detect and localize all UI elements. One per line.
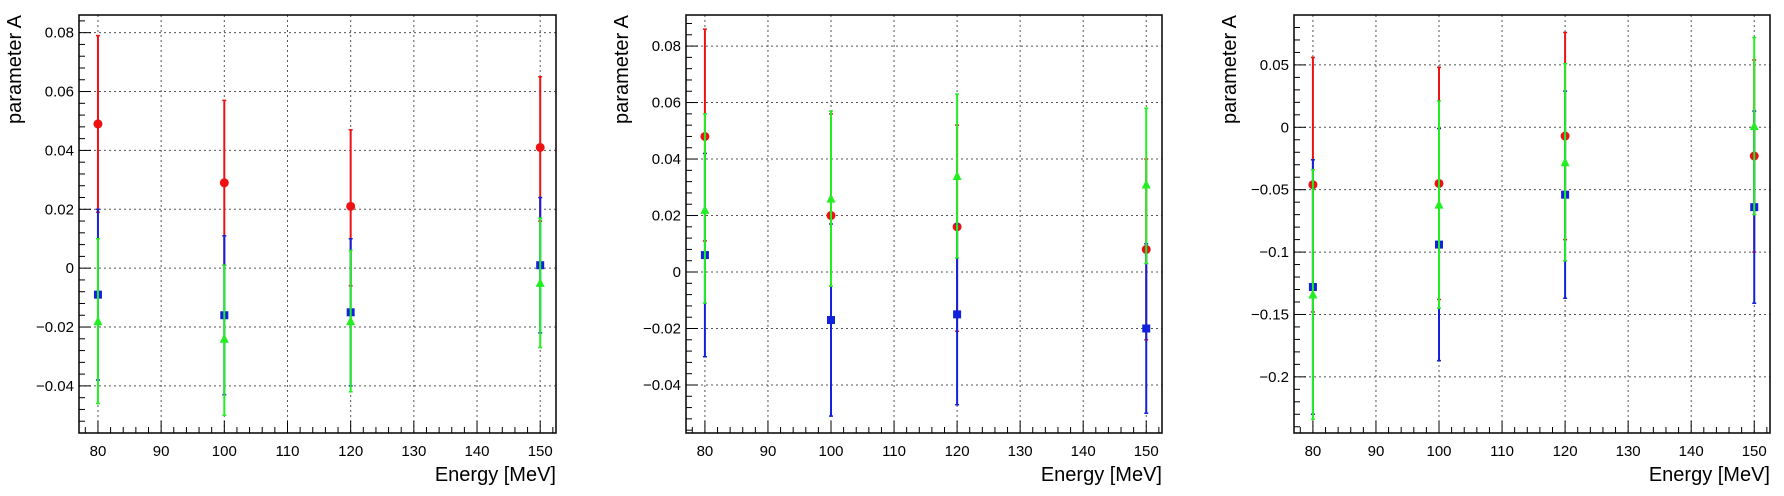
x-axis-title: Energy [MeV] <box>1041 464 1162 486</box>
y-tick-label: −0.02 <box>36 319 74 336</box>
x-tick-label: 130 <box>1008 443 1033 460</box>
y-axis-title: parameter A <box>1219 14 1241 124</box>
y-tick-label: −0.04 <box>643 377 681 394</box>
y-tick-label: −0.05 <box>1251 182 1289 199</box>
data-point-blue <box>953 310 962 319</box>
data-point-green <box>1141 179 1151 189</box>
data-point-green <box>1434 199 1444 209</box>
data-point-red <box>219 178 229 188</box>
y-tick-label: 0.08 <box>45 25 74 42</box>
y-tick-label: −0.02 <box>643 321 681 338</box>
data-point-green <box>700 204 710 214</box>
data-point-green <box>1560 157 1570 167</box>
x-tick-label: 140 <box>465 443 490 460</box>
y-tick-label: 0 <box>1281 119 1289 136</box>
y-axis-title: parameter A <box>611 14 633 124</box>
data-point-green <box>1308 289 1318 299</box>
x-tick-label: 80 <box>1305 443 1322 460</box>
data-point-red <box>346 201 356 211</box>
x-tick-label: 100 <box>1426 443 1451 460</box>
x-tick-label: 150 <box>528 443 553 460</box>
y-tick-label: 0.05 <box>1260 57 1289 74</box>
x-tick-label: 130 <box>1616 443 1641 460</box>
y-tick-label: 0.08 <box>652 38 681 55</box>
y-tick-label: −0.04 <box>36 378 74 395</box>
chart-panel-3: 80 90 100 110 120 130 140 150 −0.2 −0.15 −0.1 −0.05… <box>1219 14 1771 486</box>
y-tick-label: 0.04 <box>45 142 74 159</box>
x-tick-label: 90 <box>1368 443 1385 460</box>
data-point-blue <box>827 316 836 325</box>
y-tick-label: 0 <box>673 264 681 281</box>
x-tick-label: 150 <box>1134 443 1159 460</box>
y-tick-label: 0 <box>66 260 74 277</box>
plot-frame <box>78 14 557 434</box>
x-tick-label: 120 <box>1553 443 1578 460</box>
y-tick-label: 0.02 <box>652 208 681 225</box>
data-point-red <box>535 142 545 152</box>
y-tick-label: 0.02 <box>45 201 74 218</box>
data-point-blue <box>1142 324 1151 333</box>
x-tick-label: 120 <box>338 443 363 460</box>
chart-panel-1: 80 90 100 110 120 130 140 150 −0.04 −0.02 0 0.02 0.0… <box>4 14 557 486</box>
y-tick-label: −0.2 <box>1259 369 1289 386</box>
y-tick-label: 0.06 <box>45 84 74 101</box>
data-point-green <box>93 316 103 326</box>
x-tick-label: 110 <box>1490 443 1514 460</box>
y-axis-title: parameter A <box>4 14 26 124</box>
data-point-green <box>952 170 962 180</box>
x-tick-label: 90 <box>153 443 170 460</box>
data-point-green <box>346 316 356 326</box>
y-tick-label: −0.15 <box>1251 306 1289 323</box>
x-tick-label: 80 <box>90 443 107 460</box>
y-tick-label: 0.04 <box>652 151 681 168</box>
x-tick-label: 120 <box>945 443 970 460</box>
x-tick-label: 110 <box>276 443 300 460</box>
x-axis-title: Energy [MeV] <box>435 464 556 486</box>
x-tick-label: 90 <box>760 443 777 460</box>
data-point-green <box>535 277 545 287</box>
plot-frame <box>685 14 1163 434</box>
x-tick-label: 130 <box>401 443 426 460</box>
data-point-green <box>1749 121 1759 131</box>
x-tick-label: 80 <box>697 443 714 460</box>
y-tick-label: 0.06 <box>652 95 681 112</box>
y-tick-label: −0.1 <box>1259 244 1289 261</box>
data-point-green <box>826 193 836 203</box>
chart-panel-2: 80 90 100 110 120 130 140 150 −0.04 −0.02 0 0.02 0.0… <box>611 14 1163 486</box>
x-axis-title: Energy [MeV] <box>1649 464 1770 486</box>
data-point-red <box>93 119 103 129</box>
x-tick-label: 100 <box>818 443 843 460</box>
x-tick-label: 140 <box>1679 443 1704 460</box>
x-tick-label: 150 <box>1742 443 1767 460</box>
plot-frame <box>1293 14 1771 434</box>
data-point-green <box>219 333 229 343</box>
x-tick-label: 140 <box>1071 443 1096 460</box>
x-tick-label: 100 <box>212 443 237 460</box>
x-tick-label: 110 <box>882 443 906 460</box>
